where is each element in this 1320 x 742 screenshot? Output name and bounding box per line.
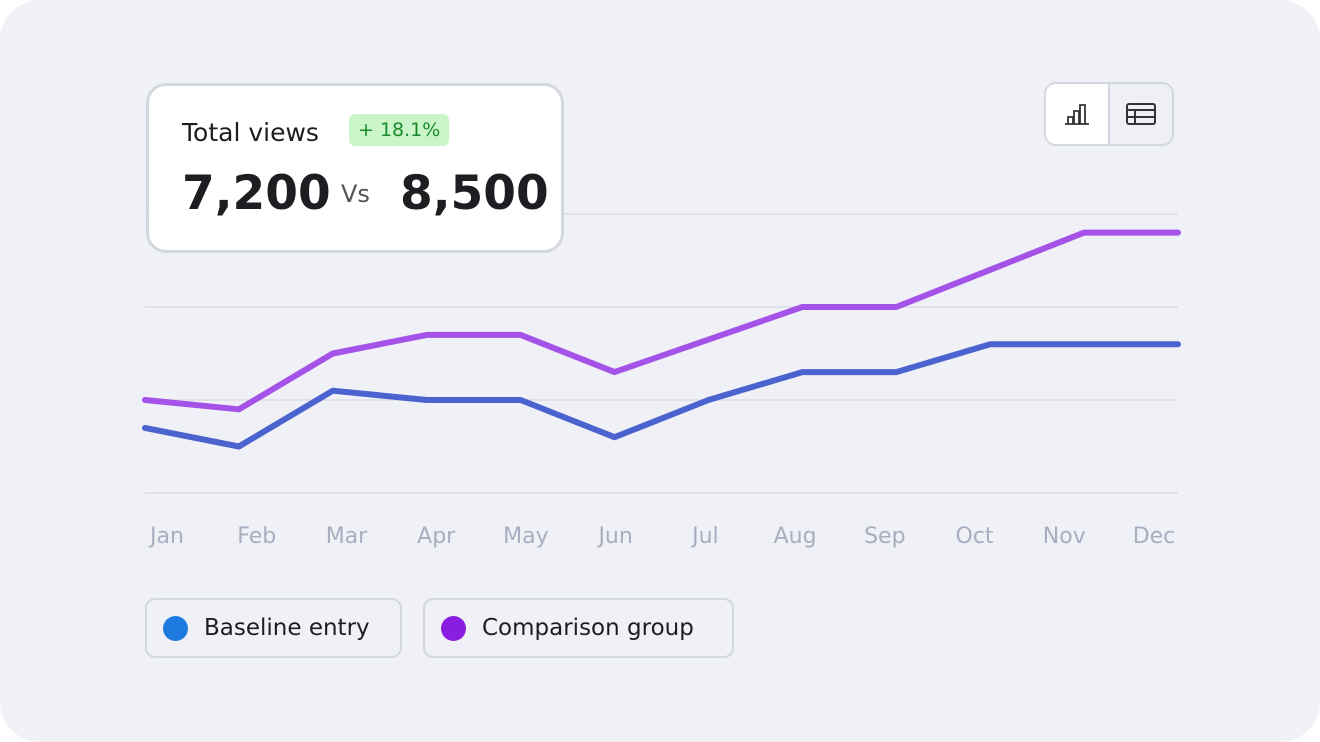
legend-dot <box>441 615 466 641</box>
comparison-total: 8,500 <box>400 166 549 221</box>
series-line <box>142 341 1181 450</box>
x-tick-label: Sep <box>864 524 905 549</box>
legend-item[interactable]: Comparison group <box>423 598 734 658</box>
x-tick-label: Oct <box>956 524 994 549</box>
legend-dot <box>163 615 188 641</box>
table-icon <box>1126 103 1156 125</box>
change-badge: + 18.1% <box>349 114 450 146</box>
legend-label: Baseline entry <box>204 615 370 641</box>
x-tick-label: Dec <box>1133 524 1176 549</box>
view-toggle <box>1044 82 1174 146</box>
series-line <box>142 229 1181 413</box>
x-tick-label: Mar <box>326 524 368 549</box>
bar-icon <box>1065 104 1089 125</box>
legend-label: Comparison group <box>482 615 694 641</box>
separator: Vs <box>341 180 370 208</box>
x-tick-label: Jan <box>148 524 184 549</box>
x-tick-label: Apr <box>417 524 456 549</box>
summary-card: Total views + 18.1% 7,200 Vs 8,500 <box>146 83 564 253</box>
baseline-total: 7,200 <box>182 166 331 221</box>
x-tick-label: Jun <box>596 524 632 549</box>
x-tick-label: Feb <box>237 524 276 549</box>
x-tick-label: Aug <box>774 524 817 549</box>
x-tick-label: Jul <box>690 524 719 549</box>
chart-view-button[interactable] <box>1046 84 1110 144</box>
table-view-button[interactable] <box>1110 84 1172 144</box>
x-tick-label: Nov <box>1043 524 1086 549</box>
summary-title: Total views <box>182 118 319 147</box>
legend-item[interactable]: Baseline entry <box>145 598 402 658</box>
x-tick-label: May <box>503 524 548 549</box>
